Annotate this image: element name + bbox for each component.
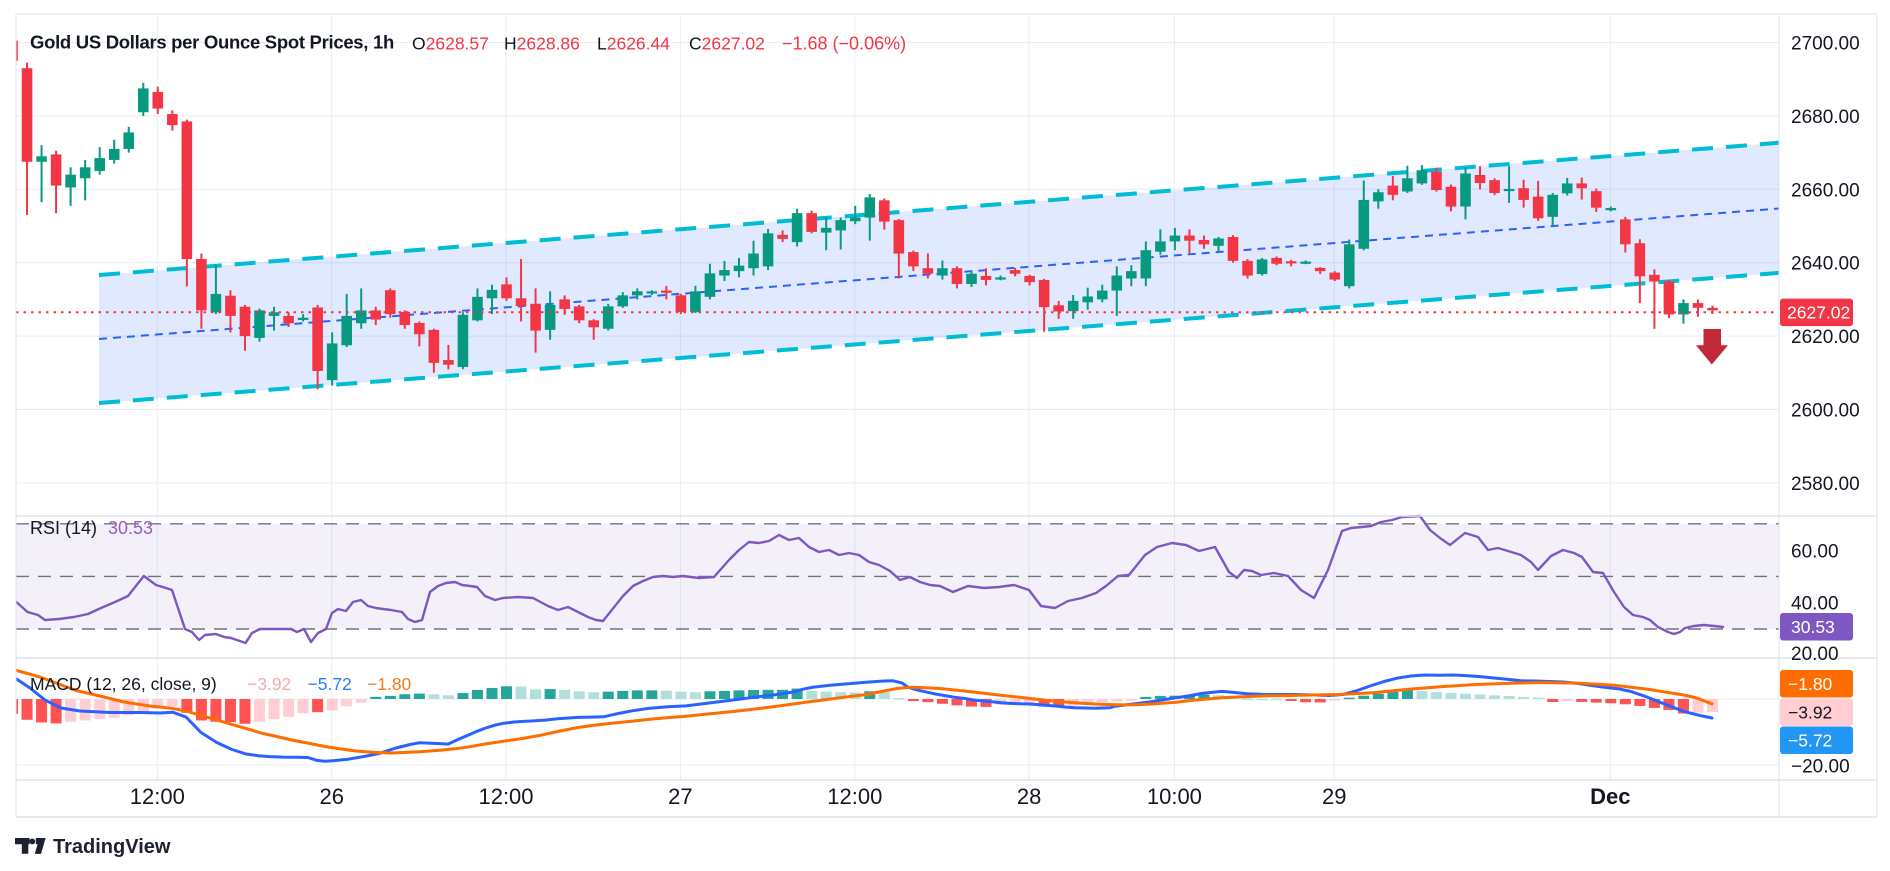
svg-text:−1.80: −1.80 bbox=[367, 674, 412, 694]
svg-text:2580.00: 2580.00 bbox=[1791, 474, 1860, 495]
svg-text:−3.92: −3.92 bbox=[1788, 703, 1832, 723]
svg-text:−20.00: −20.00 bbox=[1791, 757, 1850, 778]
svg-text:12:00: 12:00 bbox=[130, 784, 185, 809]
svg-text:TradingView: TradingView bbox=[53, 836, 171, 858]
svg-text:26: 26 bbox=[319, 784, 343, 809]
svg-text:H2628.86: H2628.86 bbox=[504, 34, 580, 54]
svg-text:−5.72: −5.72 bbox=[1788, 731, 1832, 751]
svg-text:27: 27 bbox=[668, 784, 692, 809]
svg-text:12:00: 12:00 bbox=[478, 784, 533, 809]
svg-text:−3.92: −3.92 bbox=[247, 674, 291, 694]
svg-text:30.53: 30.53 bbox=[1791, 617, 1835, 637]
svg-text:L2626.44: L2626.44 bbox=[597, 34, 670, 54]
svg-text:60.00: 60.00 bbox=[1791, 541, 1839, 562]
svg-text:2680.00: 2680.00 bbox=[1791, 107, 1860, 128]
svg-text:29: 29 bbox=[1322, 784, 1346, 809]
svg-text:O2628.57: O2628.57 bbox=[412, 34, 489, 54]
svg-text:−1.68 (−0.06%): −1.68 (−0.06%) bbox=[782, 34, 906, 54]
svg-text:Gold US Dollars per Ounce Spot: Gold US Dollars per Ounce Spot Prices, 1… bbox=[30, 32, 394, 53]
svg-text:MACD (12, 26, close, 9): MACD (12, 26, close, 9) bbox=[30, 674, 217, 694]
svg-text:2627.02: 2627.02 bbox=[1787, 303, 1850, 323]
svg-text:C2627.02: C2627.02 bbox=[689, 34, 765, 54]
svg-text:40.00: 40.00 bbox=[1791, 594, 1839, 615]
svg-text:2640.00: 2640.00 bbox=[1791, 254, 1860, 275]
svg-text:10:00: 10:00 bbox=[1147, 784, 1202, 809]
svg-text:30.53: 30.53 bbox=[108, 518, 153, 538]
svg-text:Dec: Dec bbox=[1590, 784, 1630, 809]
svg-text:−1.80: −1.80 bbox=[1788, 674, 1833, 694]
svg-text:2600.00: 2600.00 bbox=[1791, 401, 1860, 422]
svg-text:2700.00: 2700.00 bbox=[1791, 34, 1860, 55]
svg-text:20.00: 20.00 bbox=[1791, 644, 1839, 665]
svg-text:2620.00: 2620.00 bbox=[1791, 327, 1860, 348]
svg-text:−5.72: −5.72 bbox=[308, 674, 352, 694]
svg-text:RSI (14): RSI (14) bbox=[30, 518, 97, 538]
svg-text:2660.00: 2660.00 bbox=[1791, 180, 1860, 201]
svg-text:28: 28 bbox=[1017, 784, 1041, 809]
svg-text:12:00: 12:00 bbox=[827, 784, 882, 809]
